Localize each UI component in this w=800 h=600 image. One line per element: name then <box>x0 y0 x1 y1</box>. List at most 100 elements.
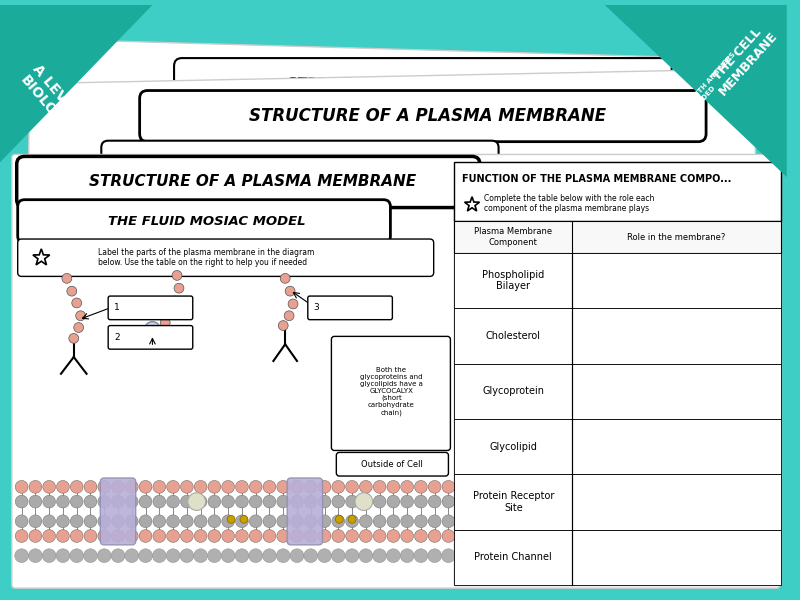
Bar <box>454 419 781 475</box>
Text: Complete the table below with the role each
component of the plasma membrane pla: Complete the table below with the role e… <box>484 194 654 213</box>
Circle shape <box>160 318 170 328</box>
Circle shape <box>67 286 77 296</box>
Circle shape <box>181 530 194 542</box>
Circle shape <box>153 515 166 527</box>
Circle shape <box>15 481 28 493</box>
Bar <box>454 163 781 221</box>
Circle shape <box>194 481 207 493</box>
Bar <box>454 308 781 364</box>
FancyBboxPatch shape <box>336 452 449 476</box>
FancyBboxPatch shape <box>102 140 498 184</box>
Circle shape <box>170 296 180 306</box>
Circle shape <box>263 495 276 508</box>
Circle shape <box>15 495 28 508</box>
Text: THE FLUID MOSIAC MODEL: THE FLUID MOSIAC MODEL <box>108 215 306 228</box>
Circle shape <box>428 515 441 527</box>
Text: Both the
glycoproteins and
glycolipids have a
GLYCOCALYX
(short
carbohydrate
cha: Both the glycoproteins and glycolipids h… <box>360 367 423 416</box>
Circle shape <box>42 495 55 508</box>
Circle shape <box>29 495 42 508</box>
Circle shape <box>208 515 221 527</box>
Text: Protein Receptor
Site: Protein Receptor Site <box>473 491 554 513</box>
Circle shape <box>70 549 83 563</box>
Circle shape <box>235 549 249 563</box>
Circle shape <box>280 274 290 283</box>
Circle shape <box>188 493 206 511</box>
Circle shape <box>139 495 152 508</box>
Bar <box>454 253 781 308</box>
Circle shape <box>304 515 317 527</box>
Circle shape <box>355 493 373 511</box>
FancyBboxPatch shape <box>140 91 706 142</box>
Circle shape <box>387 515 400 527</box>
Circle shape <box>84 515 97 527</box>
Circle shape <box>414 530 427 542</box>
Circle shape <box>166 481 179 493</box>
Text: ANSWER
SHEET: ANSWER SHEET <box>67 123 128 151</box>
Circle shape <box>70 481 83 493</box>
Circle shape <box>98 549 111 563</box>
Circle shape <box>277 495 290 508</box>
Circle shape <box>332 495 345 508</box>
Circle shape <box>401 481 414 493</box>
Circle shape <box>414 495 427 508</box>
Circle shape <box>153 495 166 508</box>
Circle shape <box>335 515 343 523</box>
Circle shape <box>222 495 234 508</box>
Circle shape <box>207 549 222 563</box>
Text: Role in the membrane?: Role in the membrane? <box>627 233 726 242</box>
Circle shape <box>98 481 110 493</box>
Circle shape <box>250 495 262 508</box>
Circle shape <box>57 515 70 527</box>
Bar <box>454 364 781 419</box>
Circle shape <box>181 515 194 527</box>
Circle shape <box>401 495 414 508</box>
Circle shape <box>263 530 276 542</box>
Circle shape <box>359 495 372 508</box>
Circle shape <box>332 481 345 493</box>
Circle shape <box>112 495 125 508</box>
Circle shape <box>29 515 42 527</box>
Circle shape <box>249 549 262 563</box>
Text: 3: 3 <box>314 304 319 313</box>
Circle shape <box>290 549 304 563</box>
FancyBboxPatch shape <box>287 478 322 545</box>
Circle shape <box>442 481 455 493</box>
Circle shape <box>98 530 110 542</box>
Circle shape <box>284 311 294 320</box>
Circle shape <box>15 530 28 542</box>
Circle shape <box>145 322 160 337</box>
Circle shape <box>153 530 166 542</box>
Circle shape <box>332 515 345 527</box>
Circle shape <box>126 481 138 493</box>
Circle shape <box>318 530 331 542</box>
Circle shape <box>138 549 153 563</box>
Circle shape <box>278 320 288 331</box>
Circle shape <box>166 530 179 542</box>
Circle shape <box>290 495 303 508</box>
Text: FUNCTION OF THE PLASMA MEMBRANE COMPO...: FUNCTION OF THE PLASMA MEMBRANE COMPO... <box>462 174 731 184</box>
Circle shape <box>250 530 262 542</box>
Circle shape <box>414 481 427 493</box>
Circle shape <box>181 495 194 508</box>
Circle shape <box>235 515 248 527</box>
Circle shape <box>222 481 234 493</box>
Circle shape <box>222 515 234 527</box>
Circle shape <box>164 307 174 317</box>
Text: Outside of Cell: Outside of Cell <box>362 460 423 469</box>
Circle shape <box>112 530 125 542</box>
Circle shape <box>166 549 180 563</box>
Circle shape <box>290 481 303 493</box>
Text: STRUCTURE OF A PLASMA MEMBR...: STRUCTURE OF A PLASMA MEMBR... <box>286 76 569 89</box>
Circle shape <box>373 549 386 563</box>
Circle shape <box>235 530 248 542</box>
Polygon shape <box>0 5 153 163</box>
Circle shape <box>442 549 455 563</box>
Circle shape <box>304 481 317 493</box>
Circle shape <box>70 530 83 542</box>
Circle shape <box>174 283 184 293</box>
Circle shape <box>62 274 72 283</box>
Circle shape <box>374 515 386 527</box>
Text: Plasma Membrane
Component: Plasma Membrane Component <box>474 227 553 247</box>
Circle shape <box>400 549 414 563</box>
Circle shape <box>318 515 331 527</box>
